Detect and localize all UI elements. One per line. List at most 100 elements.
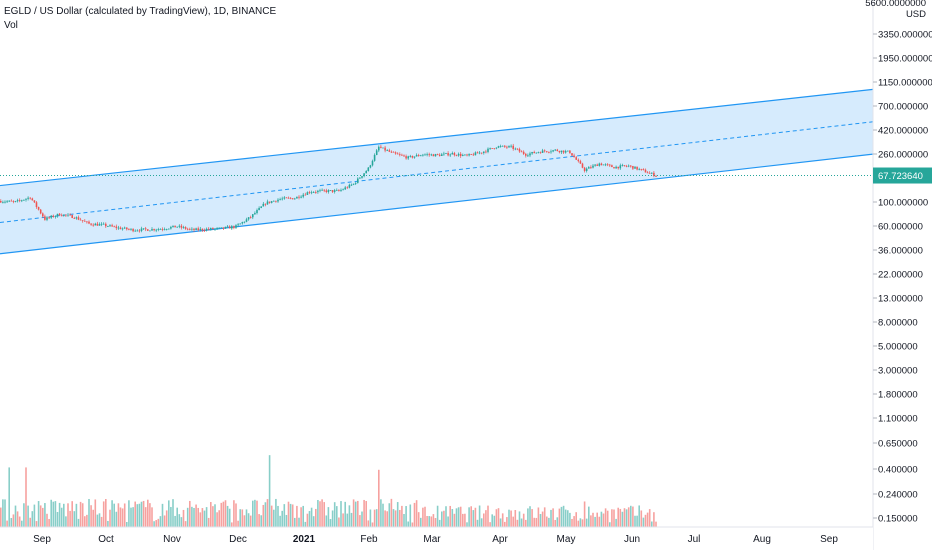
- candle-body: [449, 154, 451, 156]
- candle-body: [527, 155, 529, 157]
- candle-body: [165, 229, 168, 230]
- candle-body: [535, 152, 538, 154]
- candle-body: [6, 201, 8, 203]
- candle-body: [243, 221, 246, 223]
- volume-bar: [100, 516, 103, 527]
- candle-body: [12, 201, 15, 202]
- candle-body: [447, 153, 449, 156]
- price-tick-label: 8.000000: [878, 318, 918, 329]
- volume-bar: [367, 520, 370, 527]
- candle-body: [245, 219, 248, 222]
- candle-body: [642, 169, 645, 170]
- candle-body: [638, 168, 640, 170]
- candle-body: [554, 149, 556, 151]
- candle-body: [558, 151, 561, 153]
- candle-body: [60, 215, 63, 217]
- candle-body: [518, 149, 521, 152]
- candle-body: [256, 210, 258, 214]
- volume-bar: [155, 520, 157, 527]
- volume-bar: [315, 508, 317, 527]
- candle-body: [235, 225, 237, 228]
- last-price-badge[interactable]: [873, 167, 932, 184]
- candle-body: [567, 150, 569, 152]
- volume-bar: [449, 505, 451, 527]
- volume-bar: [79, 501, 82, 527]
- candle-body: [606, 164, 609, 166]
- candle-body: [600, 163, 603, 166]
- candle-body: [441, 154, 443, 156]
- candle-body: [508, 146, 510, 148]
- volume-bar: [258, 514, 260, 527]
- candle-body: [249, 217, 252, 219]
- volume-bar: [457, 507, 460, 527]
- candle-body: [218, 227, 220, 229]
- volume-bar: [136, 504, 139, 527]
- volume-bar: [485, 510, 487, 527]
- volume-bar: [102, 501, 105, 527]
- candle-body: [378, 146, 380, 151]
- volume-bar: [132, 507, 134, 527]
- volume-bar: [237, 520, 239, 527]
- candle-body: [333, 190, 336, 192]
- volume-bar: [90, 505, 92, 527]
- volume-bar: [499, 518, 502, 527]
- candle-body: [501, 145, 504, 147]
- volume-bar: [180, 517, 183, 527]
- candle-body: [258, 207, 260, 211]
- time-axis[interactable]: Sep Oct Nov Dec 2021 Feb Mar Apr May Jun Jul Aug Sep: [0, 526, 873, 550]
- channel-lower-line[interactable]: [0, 153, 874, 255]
- volume-bar: [632, 506, 634, 527]
- volume-bar: [396, 502, 399, 527]
- volume-bar: [609, 522, 611, 527]
- parallel-channel[interactable]: [0, 88, 874, 255]
- candle-body: [331, 190, 334, 192]
- volume-bar: [48, 518, 50, 527]
- volume-bar: [12, 514, 15, 527]
- volume-bar: [35, 521, 38, 527]
- candle-body: [546, 151, 548, 153]
- candle-body: [434, 154, 437, 157]
- candle-body: [510, 145, 512, 147]
- time-axis-label: Apr: [492, 534, 508, 545]
- candle-body: [197, 228, 199, 231]
- volume-bar: [312, 516, 315, 527]
- chart-title: EGLD / US Dollar (calculated by TradingV…: [4, 6, 277, 17]
- volume-bar: [581, 519, 584, 527]
- volume-bar: [218, 510, 220, 527]
- candle-body: [56, 213, 59, 217]
- volume-bar: [6, 520, 8, 527]
- price-axis-bg: [873, 0, 932, 550]
- candle-body: [598, 163, 601, 166]
- candle-body: [33, 200, 36, 203]
- candlesticks: [0, 143, 657, 233]
- channel-upper-line[interactable]: [0, 88, 874, 187]
- volume-bar: [592, 512, 594, 527]
- volume-bar: [409, 504, 412, 527]
- volume-bar: [270, 505, 273, 527]
- volume-bar: [543, 507, 546, 527]
- candle-body: [424, 154, 426, 156]
- volume-bar: [510, 510, 512, 527]
- candle-body: [37, 207, 40, 210]
- candle-body: [296, 196, 298, 199]
- candle-body: [352, 183, 355, 185]
- price-tick-label: 13.000000: [878, 294, 923, 305]
- volume-bar: [4, 499, 6, 527]
- candle-body: [415, 155, 418, 157]
- volume-bar: [86, 514, 88, 527]
- volume-bar: [128, 500, 130, 527]
- candle-body: [134, 230, 136, 232]
- candle-body: [627, 165, 630, 167]
- candle-body: [634, 166, 636, 169]
- candle-body: [163, 229, 166, 231]
- candle-body: [73, 218, 76, 219]
- volume-label: Vol: [4, 20, 18, 31]
- candle-body: [252, 214, 254, 218]
- candle-body: [583, 167, 586, 171]
- candle-body: [588, 167, 590, 169]
- volume-bar: [466, 522, 468, 527]
- volume-bar: [54, 501, 57, 527]
- volume-bar: [331, 510, 334, 527]
